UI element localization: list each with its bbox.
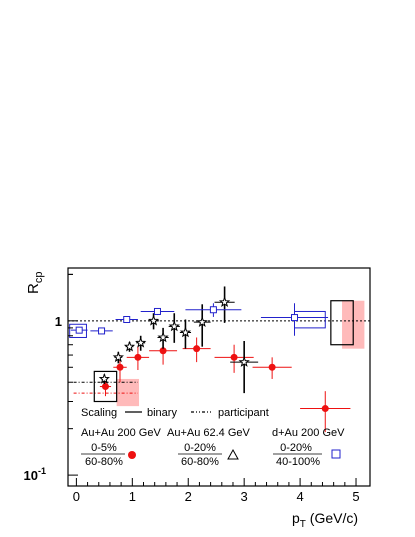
normalization-box-black [330, 300, 354, 346]
data-point [159, 347, 167, 355]
normalization-box-low-pt [93, 370, 118, 403]
legend-au-au-62: Au+Au 62.4 GeV 0-20% 60-80% [167, 427, 251, 468]
x-tick-label: 2 [185, 489, 192, 504]
data-point [75, 326, 83, 334]
reference-lines-layer [68, 300, 370, 403]
data-point [230, 353, 238, 361]
legend-open-triangle-marker [227, 448, 239, 460]
series-1 [98, 286, 259, 394]
legend-d-au-200-denominator: 40-100% [276, 456, 320, 468]
scaling-legend: Scaling binary participant [81, 407, 269, 419]
systematic-band-low-pt [116, 378, 140, 407]
legend-au-au-62-numerator: 0-20% [184, 442, 216, 454]
normalization-box-blue-low [69, 323, 87, 338]
data-point [193, 345, 201, 353]
data-point [218, 296, 231, 308]
data-point [135, 336, 147, 348]
x-axis-label: pT (GeV/c) [292, 510, 358, 530]
data-point [101, 383, 109, 391]
data-point [116, 363, 124, 371]
data-point [123, 340, 136, 352]
axes-layer: 0 1 2 3 4 5 10-1 1 [24, 273, 360, 504]
legend-au-au-200: Au+Au 200 GeV 0-5% 60-80% [81, 427, 161, 468]
participant-label: participant [218, 407, 269, 419]
data-point [153, 307, 161, 315]
data-point [98, 327, 106, 335]
data-point [147, 314, 160, 326]
y-tick-label: 10-1 [24, 466, 46, 483]
binary-label: binary [147, 407, 177, 419]
data-point [123, 316, 131, 324]
legend-filled-circle-marker [128, 451, 136, 459]
plot-frame [67, 267, 371, 487]
data-point [179, 326, 192, 338]
data-point [321, 405, 329, 413]
data-point [112, 351, 124, 363]
legend-au-au-62-denominator: 60-80% [181, 456, 219, 468]
y-axis-label: Rcp [25, 272, 45, 294]
legend-au-au-200-name: Au+Au 200 GeV [81, 427, 161, 439]
y-tick-label: 1 [55, 314, 62, 329]
x-tick-label: 1 [129, 489, 136, 504]
legend-open-square-marker [331, 449, 341, 459]
legend-d-au-200-name: d+Au 200 GeV [272, 427, 345, 439]
series-0 [99, 337, 351, 433]
data-point [291, 314, 298, 322]
data-point [196, 316, 208, 327]
data-point [238, 356, 250, 367]
scaling-legend-title: Scaling [81, 407, 117, 419]
data-points-layer [70, 286, 351, 433]
legend-d-au-200: d+Au 200 GeV 0-20% 40-100% [272, 427, 345, 468]
legend-d-au-200-numerator: 0-20% [280, 442, 312, 454]
data-point [134, 353, 142, 361]
data-point [209, 306, 217, 314]
x-tick-label: 5 [352, 489, 359, 504]
data-point [168, 320, 180, 332]
data-point [157, 331, 169, 343]
x-tick-label: 4 [296, 489, 303, 504]
legend-au-au-200-numerator: 0-5% [91, 442, 117, 454]
legend-au-au-62-name: Au+Au 62.4 GeV [167, 427, 251, 439]
data-point [268, 363, 276, 371]
series-2 [70, 303, 329, 336]
x-tick-label: 0 [73, 489, 80, 504]
legend-au-au-200-denominator: 60-80% [85, 456, 123, 468]
normalization-box-blue [294, 310, 326, 329]
data-point [98, 373, 110, 384]
x-tick-label: 3 [241, 489, 248, 504]
